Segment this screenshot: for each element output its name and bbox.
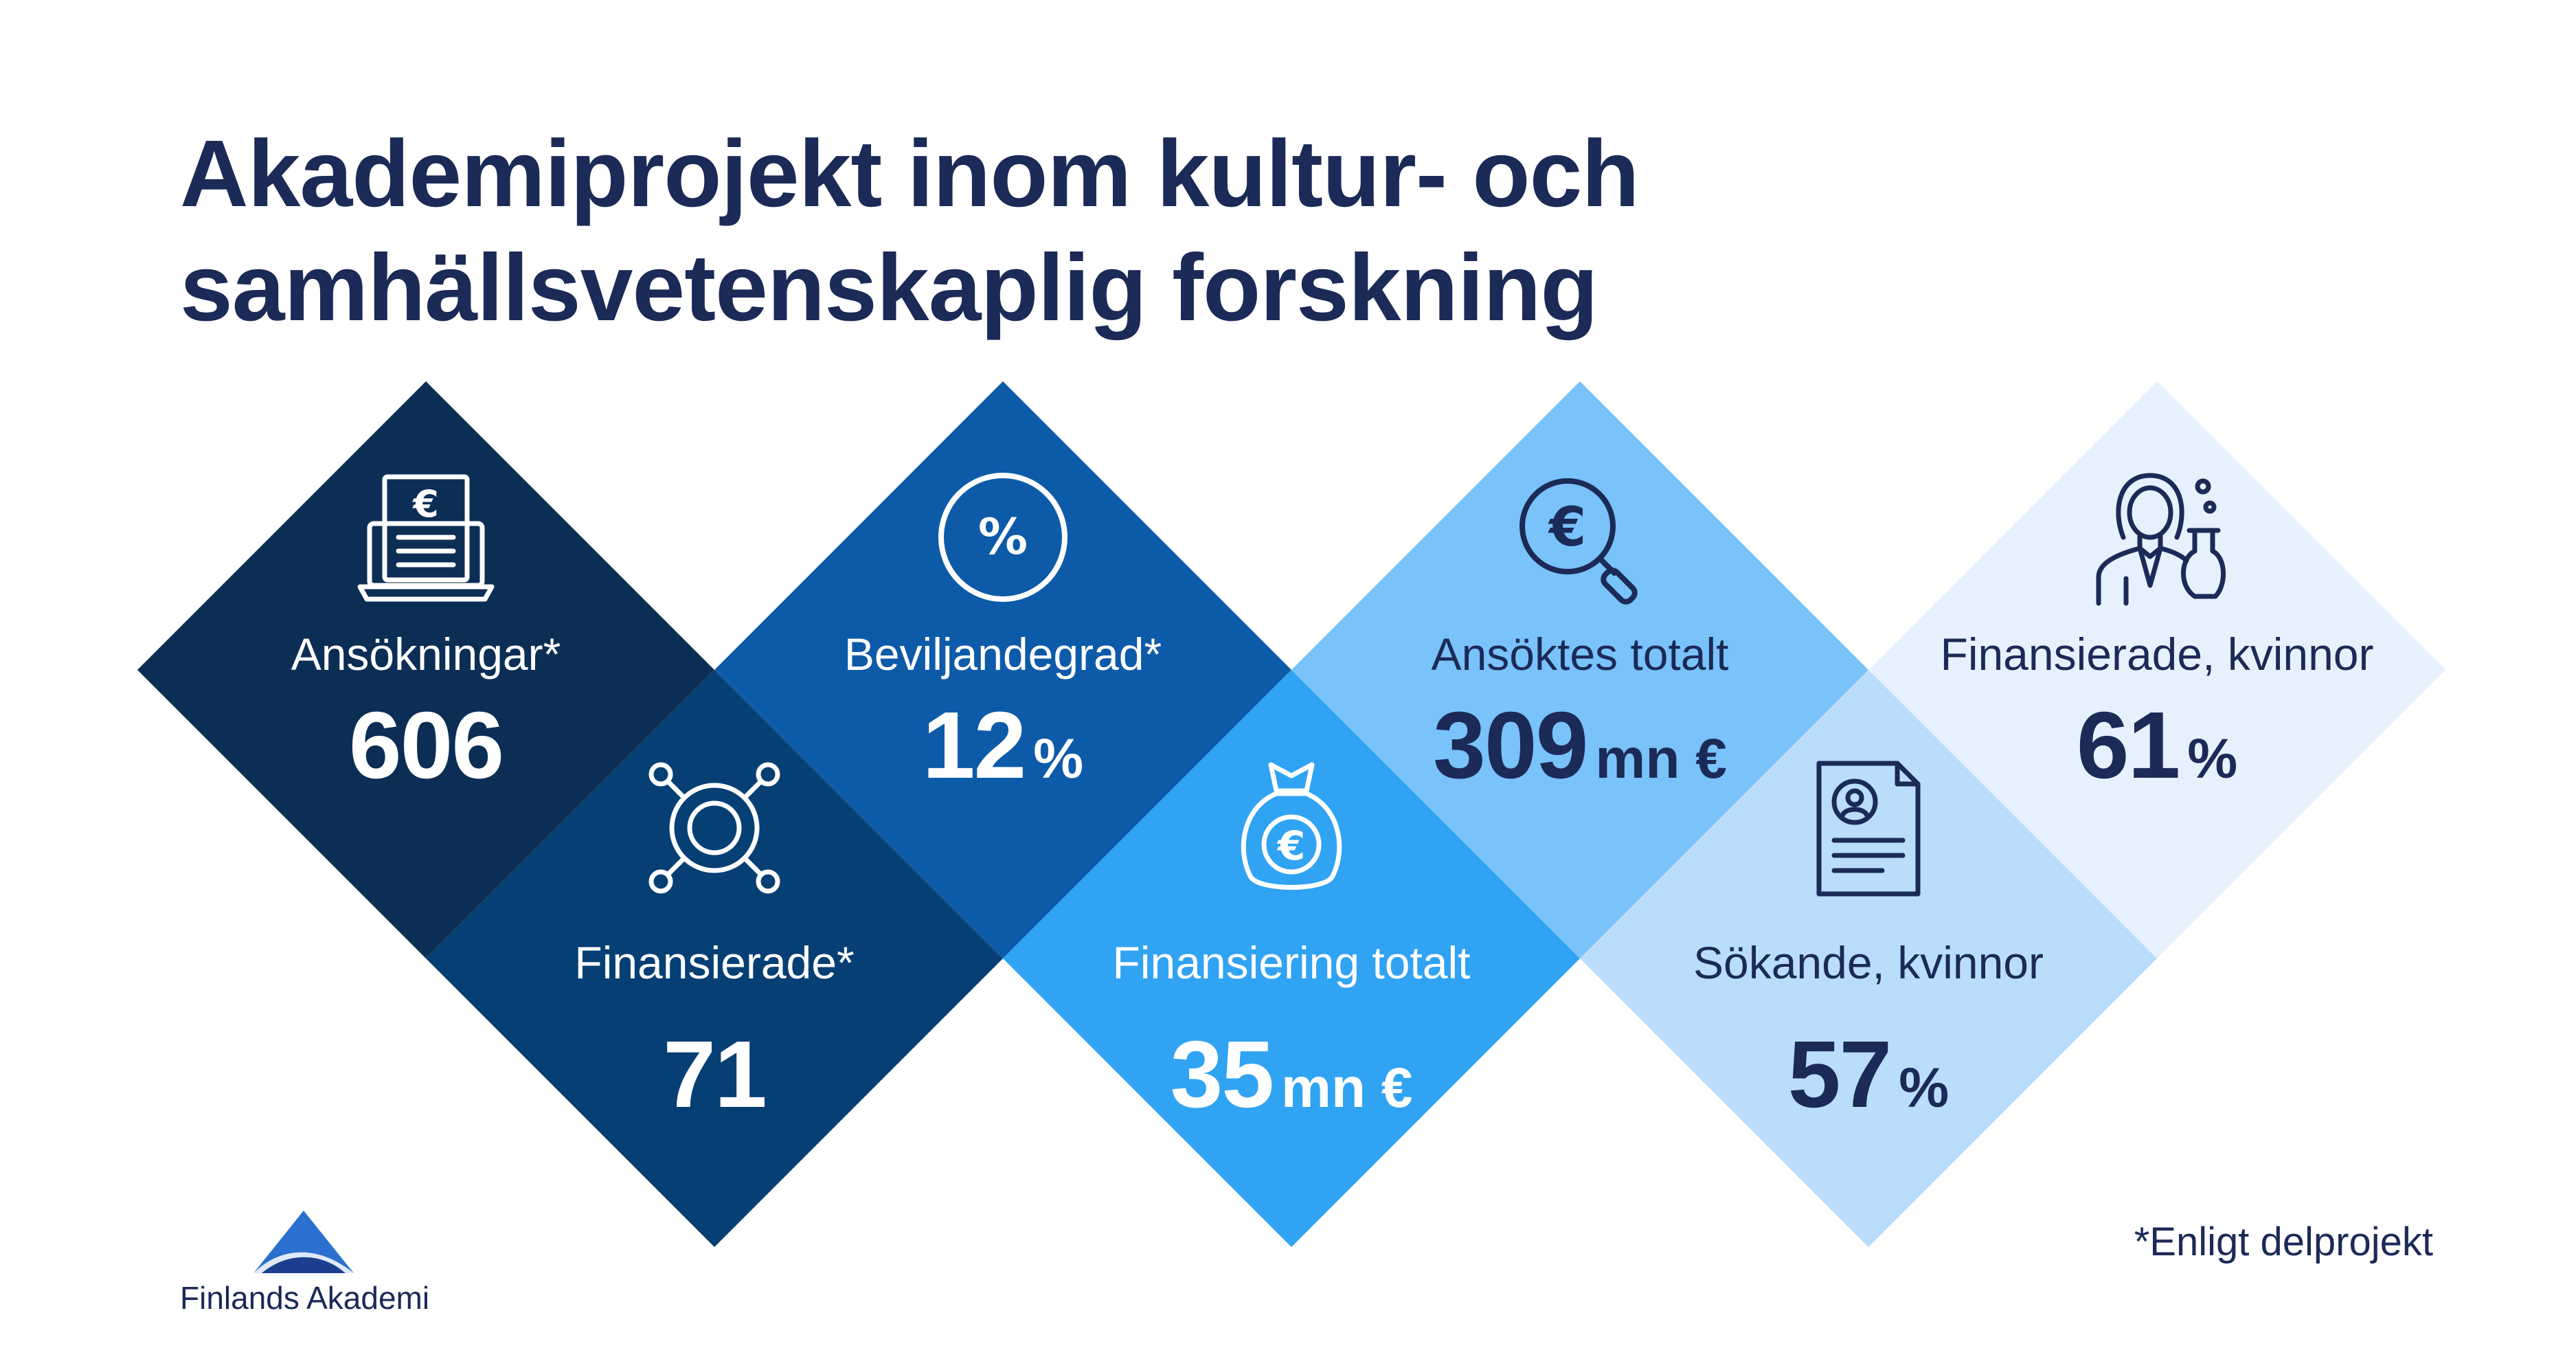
stat-number: 71 xyxy=(663,1022,767,1128)
stat-value: 71 xyxy=(426,1023,1003,1126)
stat-unit: % xyxy=(1899,1057,1950,1119)
title-line-2: samhällsvetenskaplig forskning xyxy=(180,235,1598,341)
stat-value: 606 xyxy=(137,694,714,797)
svg-text:€: € xyxy=(1276,822,1305,869)
stat-label: Finansierade* xyxy=(574,937,855,988)
stat-funded-women: Finansierade, kvinnor 61% xyxy=(1868,469,2445,811)
svg-text:%: % xyxy=(978,508,1028,565)
stat-label: Finansiering totalt xyxy=(1112,937,1471,988)
euro-magnifier-icon: € xyxy=(1519,478,1638,605)
stat-applied-total: € Ansöktes totalt 309 mn € xyxy=(1291,469,1868,811)
stat-label: Ansöktes totalt xyxy=(1431,629,1729,680)
stat-funded: Finansierade* 71 xyxy=(426,759,1003,1126)
stat-unit: mn € xyxy=(1281,1057,1413,1119)
stat-label: Ansökningar* xyxy=(291,629,561,680)
diamond-funded-women xyxy=(1868,381,2445,958)
logo: Finlands Akademi xyxy=(180,1209,430,1316)
stat-label: Finansierade, kvinnor xyxy=(1940,629,2374,680)
stat-unit: % xyxy=(2187,728,2238,790)
stat-funding-total: € Finansiering totalt 35 mn € xyxy=(1003,759,1580,1140)
stat-number: 61 xyxy=(2076,693,2180,798)
triangle-logo-icon xyxy=(253,1211,354,1273)
stat-unit: mn € xyxy=(1595,728,1727,790)
stat-label: Beviljandegrad* xyxy=(844,629,1162,680)
circular-network-icon xyxy=(648,762,780,894)
footnote: *Enligt delprojekt xyxy=(2134,1220,2433,1264)
stat-label: Sökande, kvinnor xyxy=(1693,937,2044,988)
stat-value: 35 mn € xyxy=(1003,1023,1580,1140)
stat-value: 309 mn € xyxy=(1291,694,1868,811)
stat-number: 35 xyxy=(1170,1022,1274,1128)
document-laptop-euro-icon: € xyxy=(357,474,495,602)
stat-applicants-women: Sökande, kvinnor 57% xyxy=(1580,759,2157,1140)
percent-icon: % xyxy=(938,473,1067,602)
svg-text:€: € xyxy=(1548,497,1586,559)
woman-scientist-icon xyxy=(2096,473,2226,606)
stat-applications: € Ansökningar* 606 xyxy=(137,469,714,797)
logo-text: Finlands Akademi xyxy=(180,1280,430,1316)
stat-number: 57 xyxy=(1787,1022,1892,1128)
stat-value: 61% xyxy=(1868,694,2445,811)
stat-number: 606 xyxy=(348,693,504,798)
stat-unit: % xyxy=(1033,728,1084,790)
stat-approval-rate: % Beviljandegrad* 12% xyxy=(714,469,1291,811)
svg-text:€: € xyxy=(411,482,439,526)
title-line-1: Akademiprojekt inom kultur- och xyxy=(180,121,1640,227)
page-title: Akademiprojekt inom kultur- och samhälls… xyxy=(180,117,2035,345)
document-profile-icon xyxy=(1816,761,1921,897)
stat-number: 309 xyxy=(1433,693,1588,798)
money-bag-euro-icon: € xyxy=(1241,762,1342,890)
stat-value: 12% xyxy=(714,694,1291,811)
stat-value: 57% xyxy=(1580,1023,2157,1140)
stat-number: 12 xyxy=(922,693,1026,798)
